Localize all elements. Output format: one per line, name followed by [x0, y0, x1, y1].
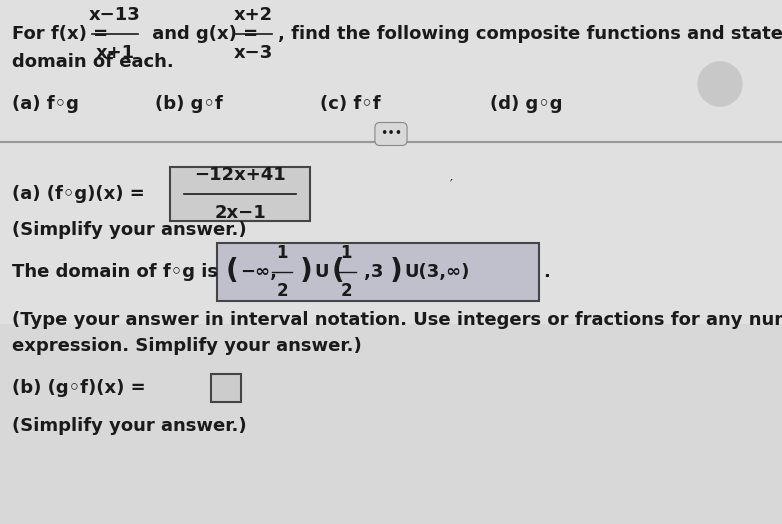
Text: x+2: x+2 — [234, 6, 273, 24]
Text: x+1: x+1 — [95, 44, 135, 62]
Text: 1: 1 — [276, 244, 288, 262]
Text: x−13: x−13 — [89, 6, 141, 24]
Text: (Simplify your answer.): (Simplify your answer.) — [12, 417, 246, 435]
Text: expression. Simplify your answer.): expression. Simplify your answer.) — [12, 337, 362, 355]
Text: (b) (g◦f)(x) =: (b) (g◦f)(x) = — [12, 379, 152, 397]
Text: ,3: ,3 — [364, 263, 383, 281]
Text: 1: 1 — [340, 244, 352, 262]
Text: ): ) — [390, 257, 403, 285]
FancyBboxPatch shape — [211, 374, 241, 402]
Text: (: ( — [226, 257, 239, 285]
Text: (a) (f◦g)(x) =: (a) (f◦g)(x) = — [12, 185, 151, 203]
Text: (d) g◦g: (d) g◦g — [490, 95, 562, 113]
Text: domain of each.: domain of each. — [12, 53, 174, 71]
Text: ): ) — [300, 257, 313, 285]
Text: (a) f◦g: (a) f◦g — [12, 95, 79, 113]
Text: −∞,: −∞, — [240, 263, 277, 281]
Text: ′: ′ — [450, 178, 453, 191]
Text: .: . — [543, 263, 550, 281]
Text: x−3: x−3 — [234, 44, 274, 62]
Text: For f(x) =: For f(x) = — [12, 25, 114, 43]
Text: 2x−1: 2x−1 — [214, 204, 266, 222]
Circle shape — [698, 62, 742, 106]
Text: (b) g◦f: (b) g◦f — [155, 95, 223, 113]
Text: , find the following composite functions and state the: , find the following composite functions… — [278, 25, 782, 43]
Text: U(3,∞): U(3,∞) — [404, 263, 469, 281]
Text: (Type your answer in interval notation. Use integers or fractions for any number: (Type your answer in interval notation. … — [12, 311, 782, 329]
Text: (c) f◦f: (c) f◦f — [320, 95, 381, 113]
Text: The domain of f◦g is: The domain of f◦g is — [12, 263, 218, 281]
Text: −12x+41: −12x+41 — [194, 166, 286, 184]
FancyBboxPatch shape — [0, 0, 782, 324]
Text: 2: 2 — [276, 282, 288, 300]
FancyBboxPatch shape — [0, 324, 782, 524]
Text: (Simplify your answer.): (Simplify your answer.) — [12, 221, 246, 239]
FancyBboxPatch shape — [170, 167, 310, 221]
Text: U: U — [314, 263, 328, 281]
Text: 2: 2 — [340, 282, 352, 300]
FancyBboxPatch shape — [217, 243, 539, 301]
Text: (: ( — [332, 257, 345, 285]
Text: •••: ••• — [380, 127, 402, 140]
Text: and g(x) =: and g(x) = — [145, 25, 264, 43]
